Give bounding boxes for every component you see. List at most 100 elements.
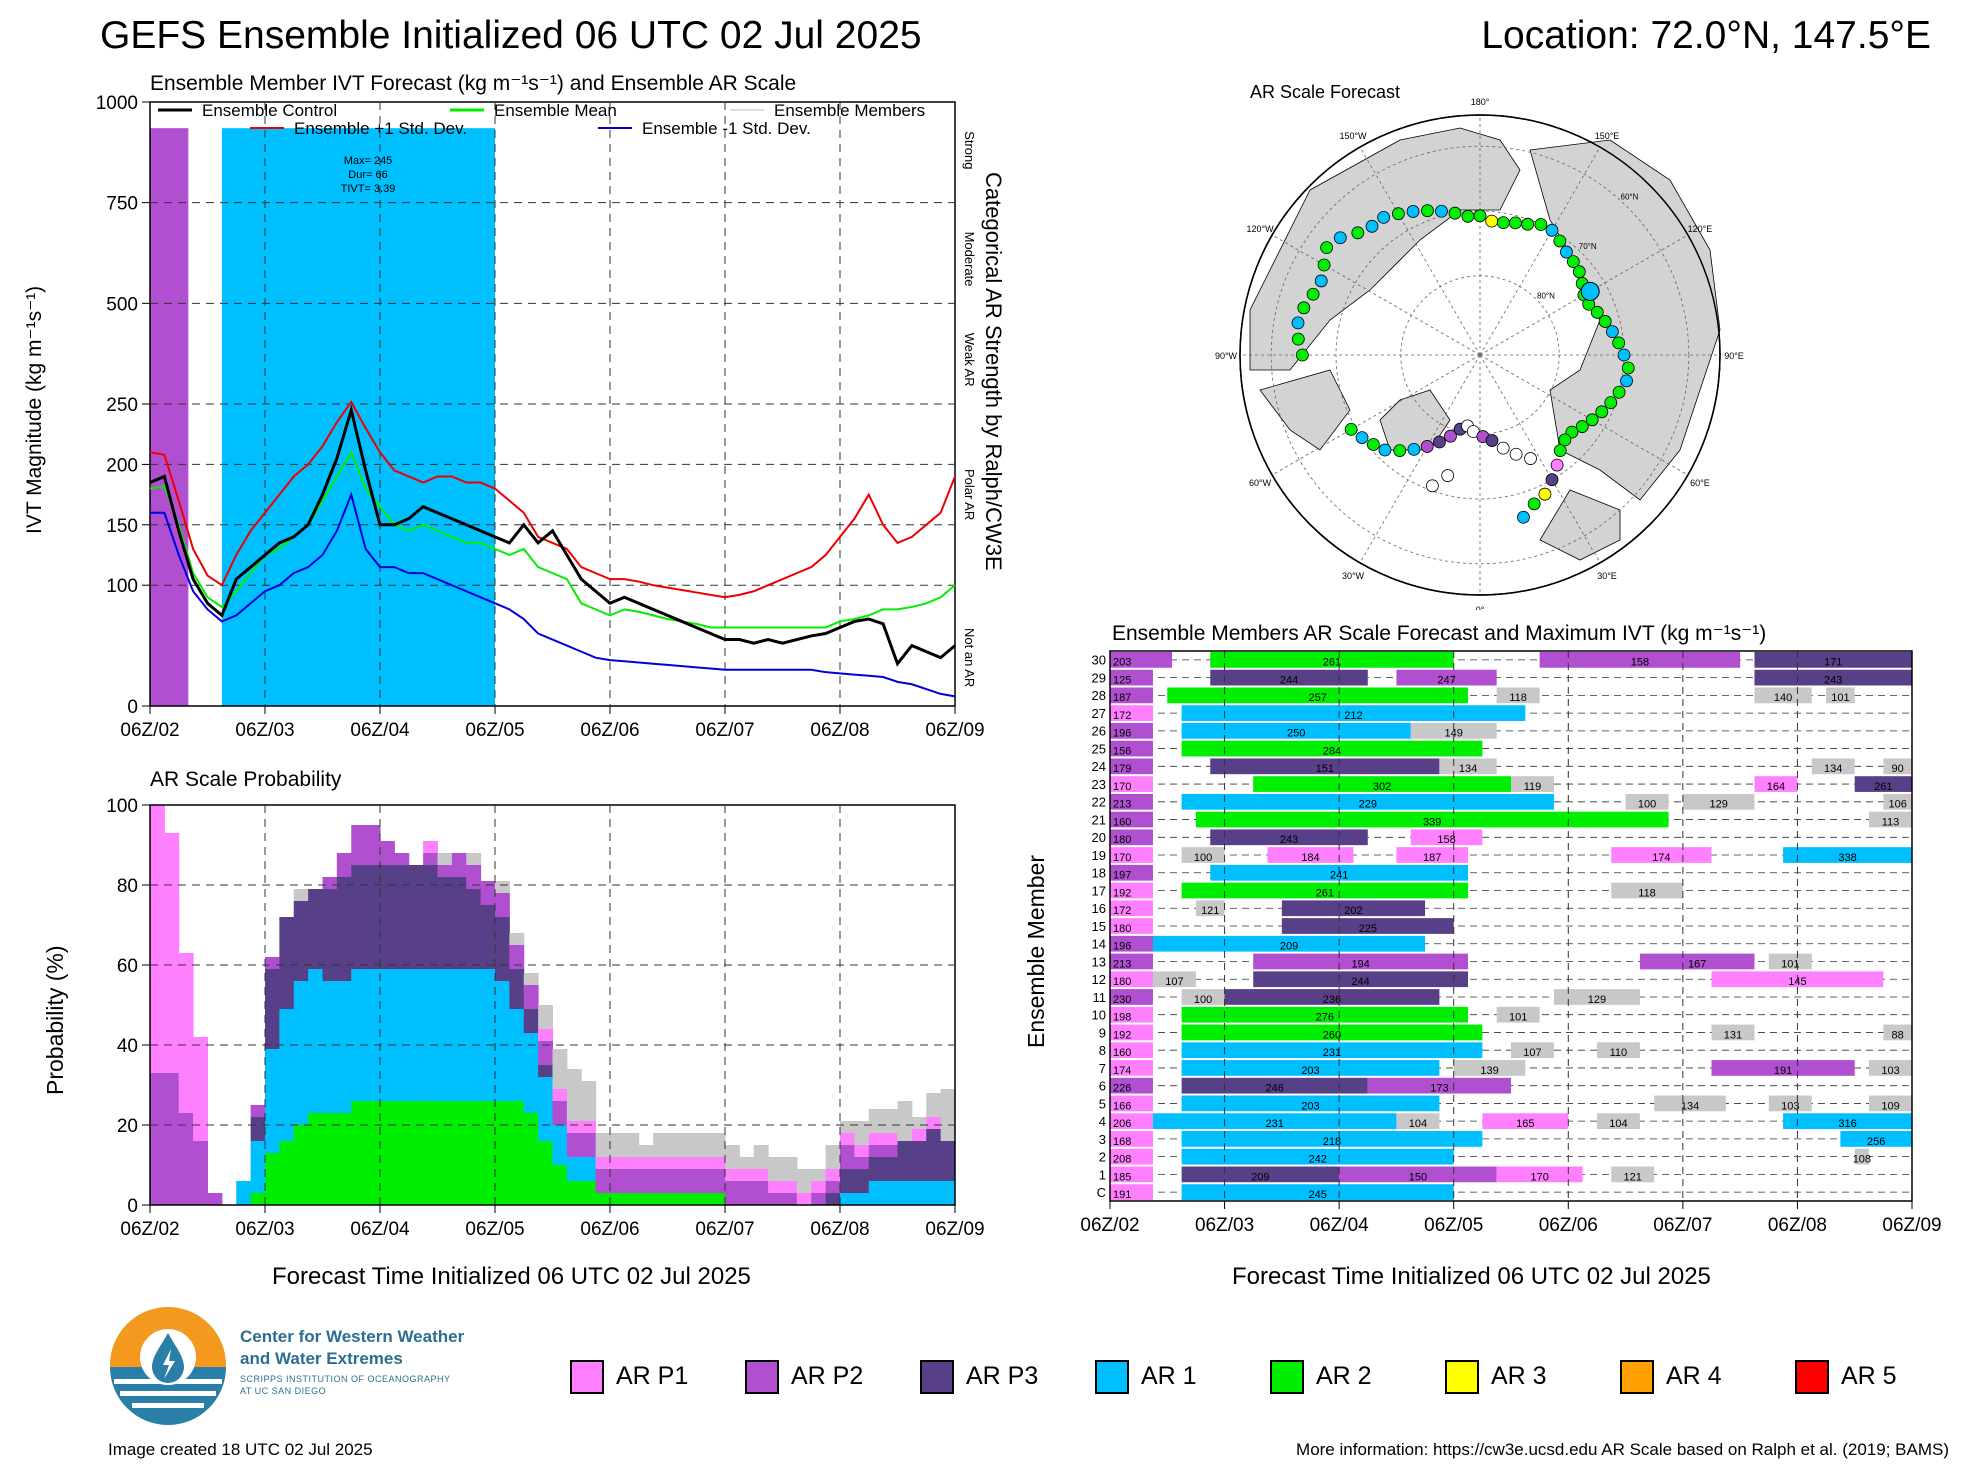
prob-bar-not-an-ar	[566, 1069, 582, 1121]
member-segment-value: 107	[1165, 976, 1183, 988]
member-segment	[1195, 811, 1669, 828]
prob-bar-ar-p2	[164, 1073, 180, 1205]
member-segment-value: 206	[1113, 1118, 1131, 1130]
member-segment-value: 244	[1280, 674, 1298, 686]
prob-bar-not-an-ar	[681, 1133, 697, 1157]
prob-bar-not-an-ar	[811, 1169, 827, 1181]
prob-bar-ar-p1	[178, 953, 194, 1113]
prob-bar-ar-p2	[811, 1193, 827, 1205]
member-segment	[1110, 722, 1153, 739]
map-ar-dot	[1461, 209, 1475, 223]
member-segment	[1396, 669, 1497, 686]
member-segment	[1181, 705, 1526, 721]
ivt-ytick-label: 0	[127, 697, 138, 718]
prob-bar-ar-1	[940, 1181, 956, 1205]
member-row-label: 7	[1099, 1061, 1106, 1076]
prob-bar-ar-1	[840, 1193, 855, 1205]
member-segment	[1281, 900, 1426, 917]
prob-bar-not-an-ar	[624, 1133, 640, 1157]
prob-bar-ar-p2	[480, 881, 496, 905]
member-segment	[1110, 989, 1153, 1005]
legend-label: AR 1	[1141, 1362, 1197, 1390]
member-segment	[1267, 847, 1354, 863]
legend-swatch	[1445, 1360, 1479, 1394]
prob-bar-ar-1	[523, 1033, 539, 1113]
map-meridian	[1359, 354, 1481, 564]
member-segment-value: 104	[1609, 1118, 1627, 1130]
prob-bar-not-an-ar	[782, 1157, 798, 1181]
prob-bar-ar-p1	[653, 1157, 668, 1169]
member-segment-value: 180	[1113, 834, 1131, 846]
legend-swatch	[1795, 1360, 1829, 1394]
prob-bar-ar-p3	[466, 889, 482, 969]
member-segment-value: 100	[1194, 994, 1212, 1006]
prob-bar-ar-2	[394, 1101, 410, 1205]
member-segment-value: 167	[1688, 958, 1706, 970]
member-row-label: 14	[1092, 937, 1106, 952]
map-panel: AR Scale Forecast 180° 150°W 150°E 120°W 120…	[1200, 70, 1760, 610]
member-segment-value: 284	[1323, 745, 1341, 757]
member-segment	[1110, 935, 1153, 952]
member-segment-value: 101	[1781, 958, 1799, 970]
prob-bar-ar-2	[293, 1125, 309, 1205]
prob-bar-not-an-ar	[638, 1145, 654, 1157]
org-name-line1: Center for Western Weather	[240, 1327, 465, 1346]
series-line-ensemble-1-std-dev-	[149, 400, 956, 599]
member-segment-value: 276	[1316, 1012, 1334, 1024]
prob-bar-ar-p2	[638, 1169, 654, 1193]
member-segment-value: 160	[1113, 1047, 1131, 1059]
map-ar-dot	[1425, 479, 1439, 493]
prob-bar-ar-p2	[681, 1169, 697, 1193]
prob-bar-ar-p3	[538, 1065, 553, 1077]
member-row-label: 19	[1092, 848, 1106, 863]
member-segment-value: 110	[1610, 1047, 1628, 1059]
member-segment	[1110, 847, 1153, 863]
member-segment-value: 165	[1516, 1118, 1534, 1130]
member-segment	[1110, 918, 1153, 934]
prob-bar-ar-p2	[768, 1193, 783, 1205]
member-row-label: 25	[1092, 741, 1106, 756]
legend-swatch	[1270, 1360, 1304, 1394]
prob-bar-ar-p3	[423, 865, 438, 969]
prob-bar-ar-p2	[265, 957, 280, 969]
map-meridian	[1271, 354, 1481, 476]
map-ar-dot	[1365, 219, 1379, 233]
ivt-panel-title: Ensemble Member IVT Forecast (kg m⁻¹s⁻¹)…	[150, 72, 797, 95]
map-meridian	[1479, 354, 1601, 564]
prob-bar-ar-p2	[581, 1133, 597, 1157]
member-segment-value: 196	[1113, 728, 1131, 740]
member-segment-value: 231	[1266, 1118, 1284, 1130]
member-row-label: 27	[1092, 706, 1106, 721]
member-segment	[1611, 847, 1712, 863]
prob-bar-ar-p3	[351, 865, 367, 969]
prob-bar-ar-1	[408, 969, 424, 1101]
map-ar-dot	[1550, 458, 1564, 472]
legend-label: AR P2	[791, 1362, 864, 1390]
ivt-legend-label: Ensemble -1 Std. Dev.	[642, 119, 811, 138]
prob-bar-ar-p1	[911, 1129, 927, 1141]
map-ar-dot	[1420, 440, 1434, 453]
ivt-xtick-label: 06Z/04	[350, 720, 410, 741]
prob-xtick-label: 06Z/02	[120, 1219, 179, 1240]
prob-bar-not-an-ar	[552, 1049, 568, 1089]
prob-bar-ar-p2	[250, 1105, 266, 1117]
member-segment-value: 100	[1638, 799, 1656, 811]
prob-bar-not-an-ar	[854, 1121, 870, 1145]
prob-bar-ar-1	[466, 969, 482, 1101]
map-lat-label: 70°N	[1579, 242, 1597, 251]
prob-bar-ar-p2	[495, 893, 510, 917]
map-ar-dot	[1391, 207, 1405, 221]
member-segment-value: 103	[1781, 1100, 1799, 1112]
member-segment-value: 88	[1892, 1029, 1904, 1041]
prob-bar-not-an-ar	[538, 1005, 553, 1029]
prob-bar-ar-2	[279, 1141, 295, 1205]
member-row-label: C	[1097, 1185, 1106, 1200]
legend-label: AR 4	[1666, 1362, 1722, 1390]
member-segment-value: 256	[1867, 1136, 1885, 1148]
member-segment	[1181, 847, 1225, 863]
prob-bar-ar-p3	[293, 901, 309, 981]
prob-bar-ar-p2	[624, 1169, 640, 1193]
prob-bar-ar-1	[926, 1181, 942, 1205]
member-segment	[1181, 1042, 1483, 1059]
